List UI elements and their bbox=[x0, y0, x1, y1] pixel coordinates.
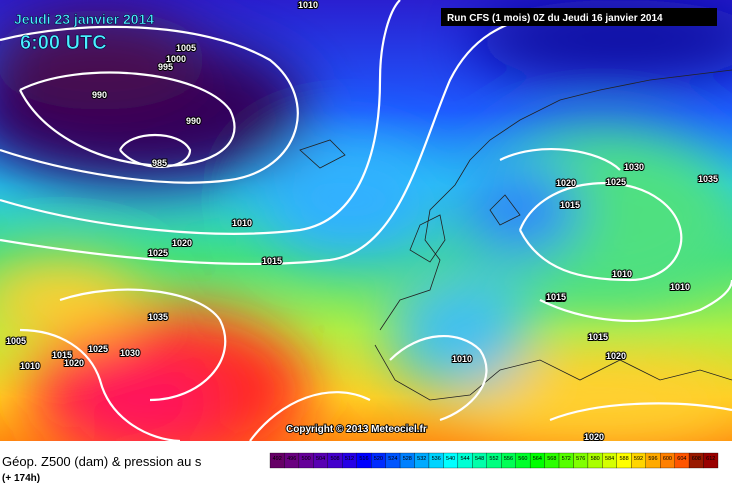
scale-label: 536 bbox=[432, 456, 441, 462]
isobar-label: 1015 bbox=[546, 293, 566, 303]
isobar-label: 1020 bbox=[172, 238, 192, 248]
scale-label: 564 bbox=[533, 456, 542, 462]
isobar-label: 1030 bbox=[624, 162, 644, 172]
isobar-label: 985 bbox=[152, 158, 167, 168]
isobar-label: 990 bbox=[186, 116, 201, 126]
isobar-label: 1005 bbox=[6, 336, 26, 346]
scale-label: 572 bbox=[562, 456, 571, 462]
isobar-label: 1015 bbox=[588, 332, 608, 342]
date: Jeudi 23 janvier 2014 bbox=[14, 11, 154, 27]
isobar-label: 1000 bbox=[166, 54, 186, 64]
isobar-label: 1010 bbox=[670, 282, 690, 292]
isobar-label: 1010 bbox=[612, 269, 632, 279]
scale-label: 556 bbox=[504, 456, 513, 462]
isobar-label: 1020 bbox=[556, 178, 576, 188]
isobar-label: 1025 bbox=[148, 248, 168, 258]
scale-label: 592 bbox=[634, 456, 643, 462]
scale-label: 596 bbox=[648, 456, 657, 462]
scale-label: 528 bbox=[403, 456, 412, 462]
scale-swatch bbox=[703, 452, 719, 469]
isobar-label: 995 bbox=[158, 62, 173, 72]
scale-label: 580 bbox=[591, 456, 600, 462]
isobar-label: 1010 bbox=[452, 354, 472, 364]
scale-label: 504 bbox=[316, 456, 325, 462]
isobar-label: 1015 bbox=[546, 292, 566, 302]
isobar-label: 1030 bbox=[120, 348, 140, 358]
isobar-label: 1035 bbox=[148, 312, 168, 322]
isobar-label: 1010 bbox=[20, 361, 40, 371]
isobar-label: 1015 bbox=[262, 256, 282, 266]
scale-label: 508 bbox=[330, 456, 339, 462]
scale-label: 500 bbox=[302, 456, 311, 462]
isobar-label: 1015 bbox=[52, 350, 72, 360]
scale-label: 548 bbox=[475, 456, 484, 462]
scale-label: 512 bbox=[345, 456, 354, 462]
isobar-label: 1005 bbox=[176, 43, 196, 53]
scale-label: 576 bbox=[576, 456, 585, 462]
scale-label: 540 bbox=[446, 456, 455, 462]
scale-label: 520 bbox=[374, 456, 383, 462]
scale-label: 516 bbox=[359, 456, 368, 462]
footer-title: Géop. Z500 (dam) & pression au s bbox=[2, 454, 202, 469]
isobar-label: 1035 bbox=[698, 174, 718, 184]
isobar-label: 1010 bbox=[298, 0, 318, 10]
isobar-label: 1010 bbox=[232, 218, 252, 228]
scale-label: 496 bbox=[287, 456, 296, 462]
map-field bbox=[0, 0, 732, 441]
isobar-label: 1025 bbox=[88, 344, 108, 354]
isobar-labels: 1010100510009959909909851010102010251015… bbox=[5, 0, 719, 443]
scale-label: 524 bbox=[388, 456, 397, 462]
scale-label: 560 bbox=[518, 456, 527, 462]
scale-label: 612 bbox=[706, 456, 715, 462]
scale-label: 568 bbox=[547, 456, 556, 462]
scale-label: 544 bbox=[461, 456, 470, 462]
scale-label: 608 bbox=[692, 456, 701, 462]
isobar-label: 990 bbox=[92, 90, 107, 100]
scale-label: 584 bbox=[605, 456, 614, 462]
copyright: Copyright © 2013 Meteociel.fr bbox=[286, 424, 427, 435]
isobar-label: 1025 bbox=[606, 177, 626, 187]
footer-lead: (+ 174h) bbox=[2, 473, 40, 484]
scale-label: 600 bbox=[663, 456, 672, 462]
isobar-label: 1020 bbox=[584, 432, 604, 442]
time: 6:00 UTC bbox=[20, 32, 107, 54]
scale-label: 588 bbox=[619, 456, 628, 462]
scale-label: 492 bbox=[273, 456, 282, 462]
scale-label: 532 bbox=[417, 456, 426, 462]
scale-label: 604 bbox=[677, 456, 686, 462]
isobar-label: 1020 bbox=[64, 358, 84, 368]
scale-label: 552 bbox=[489, 456, 498, 462]
run-info: Run CFS (1 mois) 0Z du Jeudi 16 janvier … bbox=[447, 13, 663, 24]
isobar-label: 1015 bbox=[560, 200, 580, 210]
isobar-label: 1020 bbox=[606, 351, 626, 361]
color-scale: 492 496 500 504 508 512 516 520 524 528 532 536 540 5… bbox=[269, 452, 719, 469]
